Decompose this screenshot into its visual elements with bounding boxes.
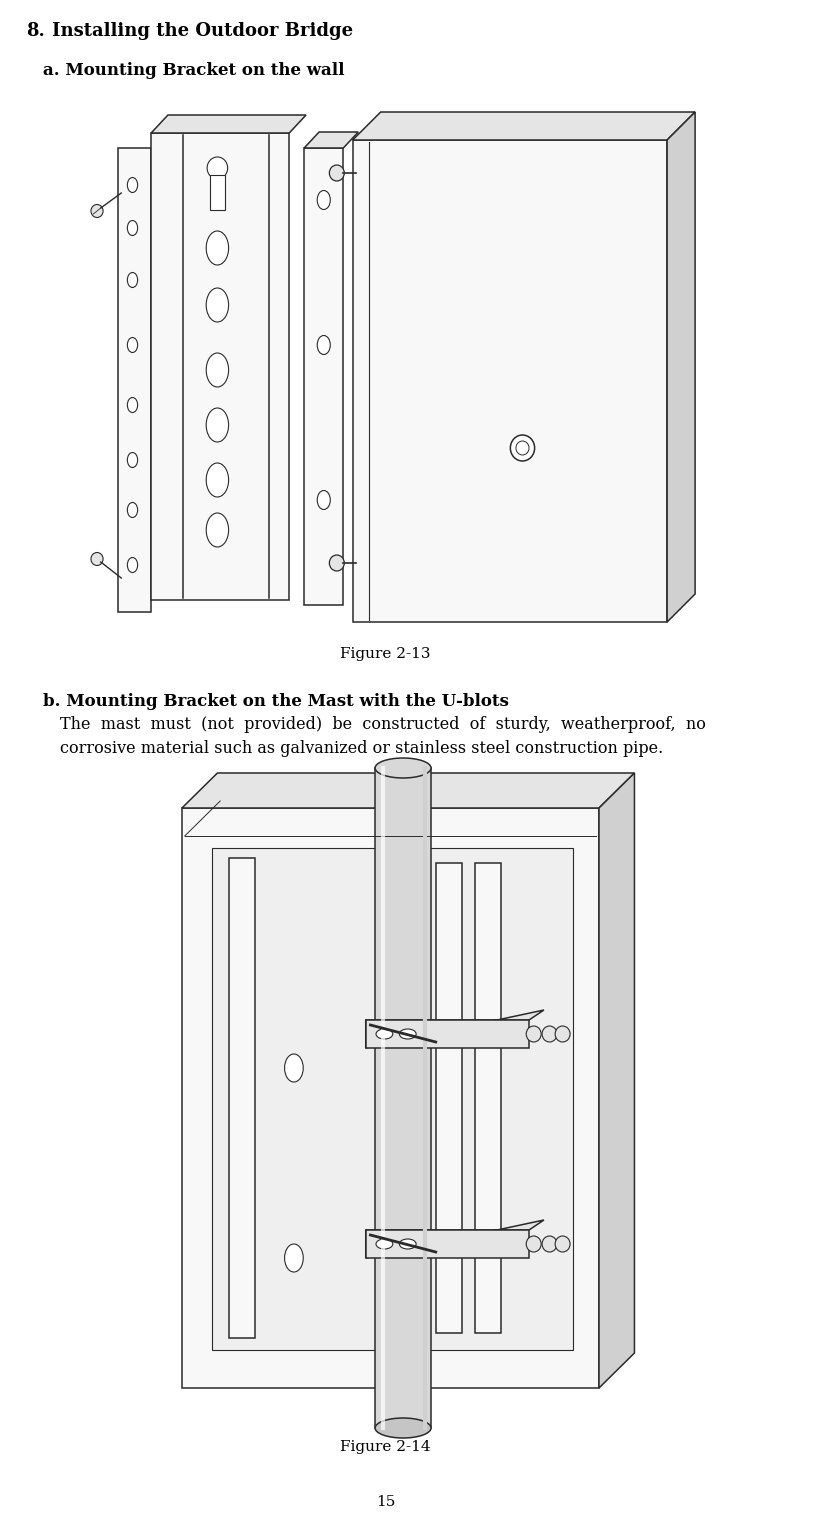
Polygon shape <box>366 1221 544 1259</box>
Polygon shape <box>304 147 344 605</box>
Polygon shape <box>366 1020 529 1047</box>
Ellipse shape <box>526 1026 541 1043</box>
Ellipse shape <box>206 231 229 264</box>
Text: 8.: 8. <box>26 21 45 40</box>
Polygon shape <box>366 1009 544 1047</box>
Ellipse shape <box>555 1026 570 1043</box>
Ellipse shape <box>127 178 138 193</box>
Ellipse shape <box>399 1239 416 1249</box>
Polygon shape <box>211 848 573 1350</box>
Polygon shape <box>366 1230 529 1259</box>
Ellipse shape <box>127 272 138 287</box>
Polygon shape <box>210 175 225 210</box>
Ellipse shape <box>206 353 229 388</box>
Ellipse shape <box>399 1029 416 1040</box>
Polygon shape <box>436 863 462 1333</box>
Ellipse shape <box>206 407 229 442</box>
Ellipse shape <box>206 287 229 322</box>
Ellipse shape <box>542 1026 557 1043</box>
Text: The  mast  must  (not  provided)  be  constructed  of  sturdy,  weatherproof,  n: The mast must (not provided) be construc… <box>59 716 705 733</box>
Polygon shape <box>353 140 667 622</box>
Ellipse shape <box>285 1243 303 1272</box>
Ellipse shape <box>317 336 330 354</box>
Polygon shape <box>375 768 431 1427</box>
Polygon shape <box>304 132 358 147</box>
Polygon shape <box>151 116 306 134</box>
Polygon shape <box>151 134 289 600</box>
Text: Installing the Outdoor Bridge: Installing the Outdoor Bridge <box>52 21 354 40</box>
Polygon shape <box>599 774 634 1388</box>
Ellipse shape <box>207 157 228 179</box>
Text: 15: 15 <box>376 1496 395 1509</box>
Polygon shape <box>667 112 695 622</box>
Text: b. Mounting Bracket on the Mast with the U-blots: b. Mounting Bracket on the Mast with the… <box>43 693 509 710</box>
Ellipse shape <box>285 1053 303 1082</box>
Ellipse shape <box>555 1236 570 1252</box>
Ellipse shape <box>510 435 534 461</box>
Polygon shape <box>475 863 501 1333</box>
Ellipse shape <box>376 1029 393 1040</box>
Ellipse shape <box>376 1239 393 1249</box>
Ellipse shape <box>206 464 229 497</box>
Ellipse shape <box>127 220 138 236</box>
Ellipse shape <box>127 337 138 353</box>
Ellipse shape <box>330 166 344 181</box>
Text: corrosive material such as galvanized or stainless steel construction pipe.: corrosive material such as galvanized or… <box>59 740 663 757</box>
Ellipse shape <box>375 1418 431 1438</box>
Polygon shape <box>353 112 695 140</box>
Ellipse shape <box>127 398 138 412</box>
Polygon shape <box>229 857 254 1338</box>
Text: Figure 2-13: Figure 2-13 <box>340 648 430 661</box>
Ellipse shape <box>91 552 103 565</box>
Text: Figure 2-14: Figure 2-14 <box>340 1439 430 1455</box>
Text: a. Mounting Bracket on the wall: a. Mounting Bracket on the wall <box>43 62 344 79</box>
Ellipse shape <box>330 555 344 572</box>
Ellipse shape <box>91 205 103 217</box>
Ellipse shape <box>127 453 138 468</box>
Ellipse shape <box>206 514 229 547</box>
Ellipse shape <box>526 1236 541 1252</box>
Ellipse shape <box>317 190 330 210</box>
Ellipse shape <box>542 1236 557 1252</box>
Ellipse shape <box>375 758 431 778</box>
Ellipse shape <box>127 503 138 517</box>
Polygon shape <box>182 774 634 809</box>
Polygon shape <box>117 147 151 613</box>
Ellipse shape <box>127 558 138 573</box>
Polygon shape <box>182 809 599 1388</box>
Ellipse shape <box>317 491 330 509</box>
